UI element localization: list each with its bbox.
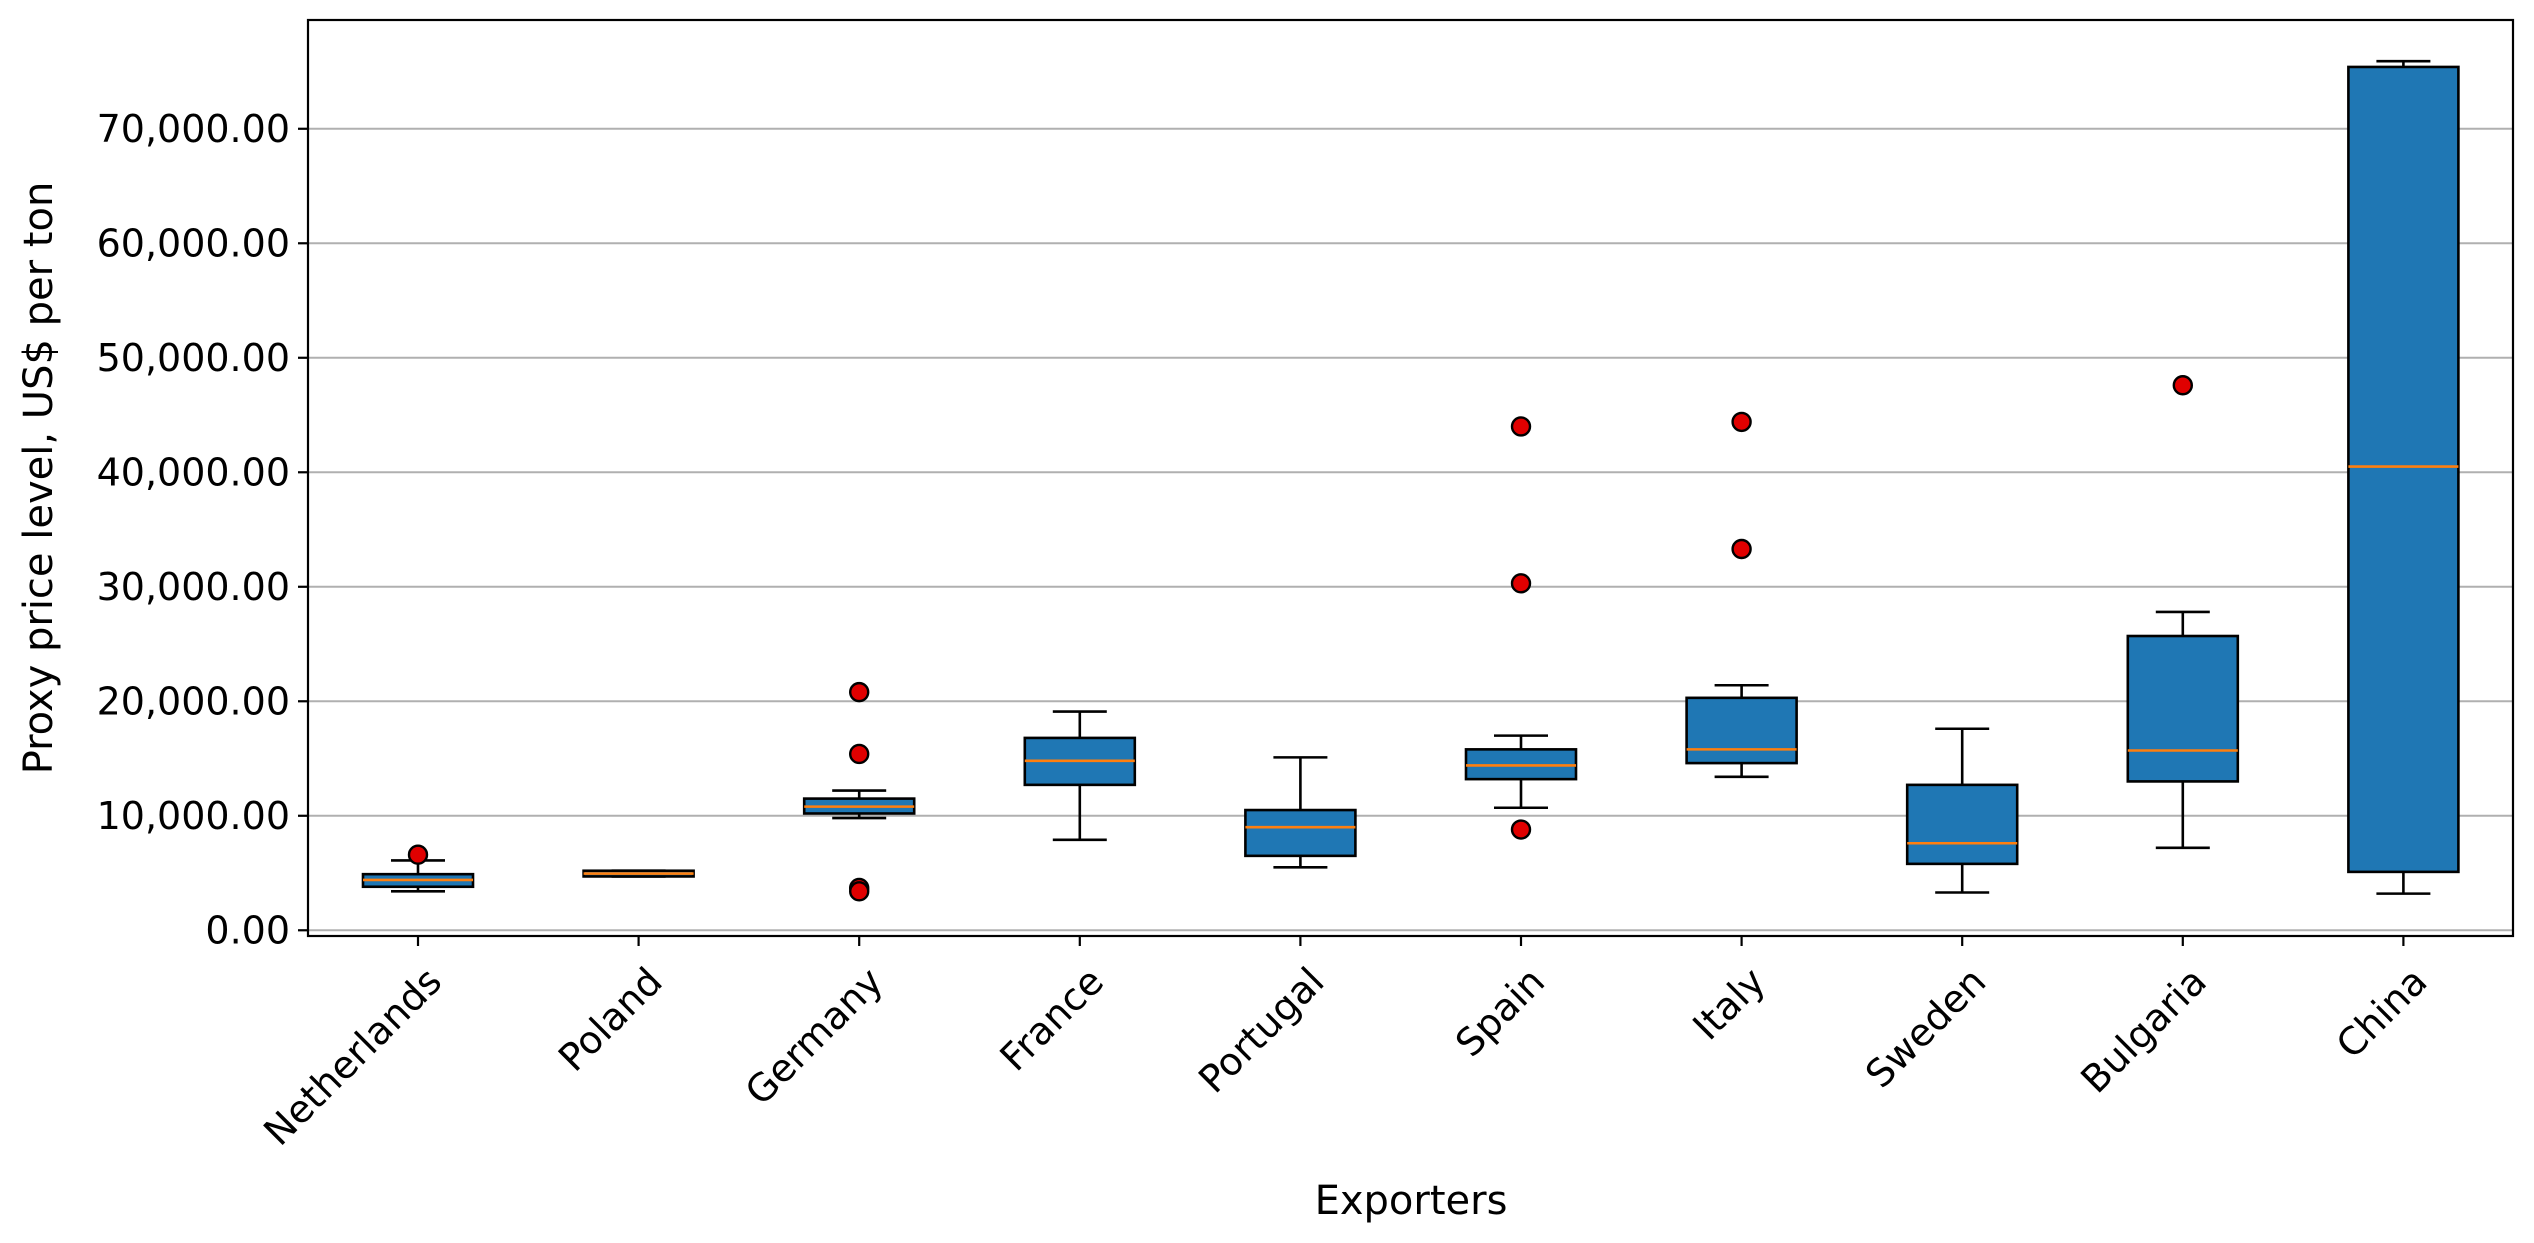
- outlier-point: [407, 844, 429, 865]
- outlier-point: [1731, 411, 1752, 433]
- box-body: [1244, 808, 1357, 858]
- outlier-point: [849, 681, 870, 703]
- box-italy: [1685, 411, 1798, 779]
- x-axis-ticks: Netherlands Poland Germany France Portugal Sp…: [255, 936, 2436, 1154]
- box-portugal: [1244, 756, 1357, 869]
- box-germany: [802, 681, 916, 902]
- y-tick-label: 70,000.00: [97, 107, 290, 151]
- x-tick-label: Italy: [1684, 959, 1773, 1048]
- box-spain: [1464, 416, 1578, 840]
- outlier-point: [1731, 538, 1752, 560]
- box-france: [1023, 710, 1137, 842]
- x-tick-label: Spain: [1447, 959, 1553, 1065]
- x-tick-label: France: [992, 959, 1112, 1079]
- box-poland: [582, 869, 695, 878]
- box-netherlands: [361, 844, 475, 893]
- y-axis-title: Proxy price level, US$ per ton: [16, 182, 62, 775]
- box-series: [361, 59, 2460, 902]
- outlier-point: [1510, 416, 1532, 437]
- outlier-point: [2172, 375, 2194, 396]
- x-tick-label: Netherlands: [255, 959, 450, 1154]
- x-tick-label: Sweden: [1857, 959, 1994, 1096]
- box-sweden: [1905, 727, 2019, 894]
- box-china: [2347, 59, 2460, 895]
- x-axis-title: Exporters: [1315, 1178, 1508, 1224]
- x-tick-label: China: [2328, 959, 2436, 1067]
- outlier-point: [849, 743, 870, 765]
- y-tick-label: 30,000.00: [97, 565, 290, 609]
- y-tick-label: 10,000.00: [97, 794, 290, 838]
- box-body: [2347, 65, 2460, 874]
- y-axis-ticks: 0.00 10,000.00 20,000.00 30,000.00 40,000.00…: [97, 107, 308, 952]
- y-tick-label: 50,000.00: [97, 336, 290, 380]
- grid-lines: [308, 127, 2513, 932]
- outlier-point: [849, 881, 870, 902]
- outlier-point: [1510, 573, 1532, 594]
- x-tick-label: Portugal: [1190, 959, 1332, 1101]
- plot-frame: [306, 18, 2515, 938]
- y-tick-label: 60,000.00: [97, 221, 290, 265]
- y-tick-label: 0.00: [205, 908, 290, 952]
- box-bulgaria: [2126, 375, 2240, 850]
- x-tick-label: Germany: [737, 959, 892, 1114]
- box-body: [2126, 634, 2240, 783]
- y-tick-label: 40,000.00: [97, 450, 290, 494]
- x-tick-label: Poland: [550, 959, 671, 1080]
- box-body: [1685, 696, 1798, 765]
- y-tick-label: 20,000.00: [97, 679, 290, 723]
- box-body: [1905, 783, 2019, 866]
- x-tick-label: Bulgaria: [2072, 959, 2215, 1102]
- outlier-point: [1510, 819, 1532, 840]
